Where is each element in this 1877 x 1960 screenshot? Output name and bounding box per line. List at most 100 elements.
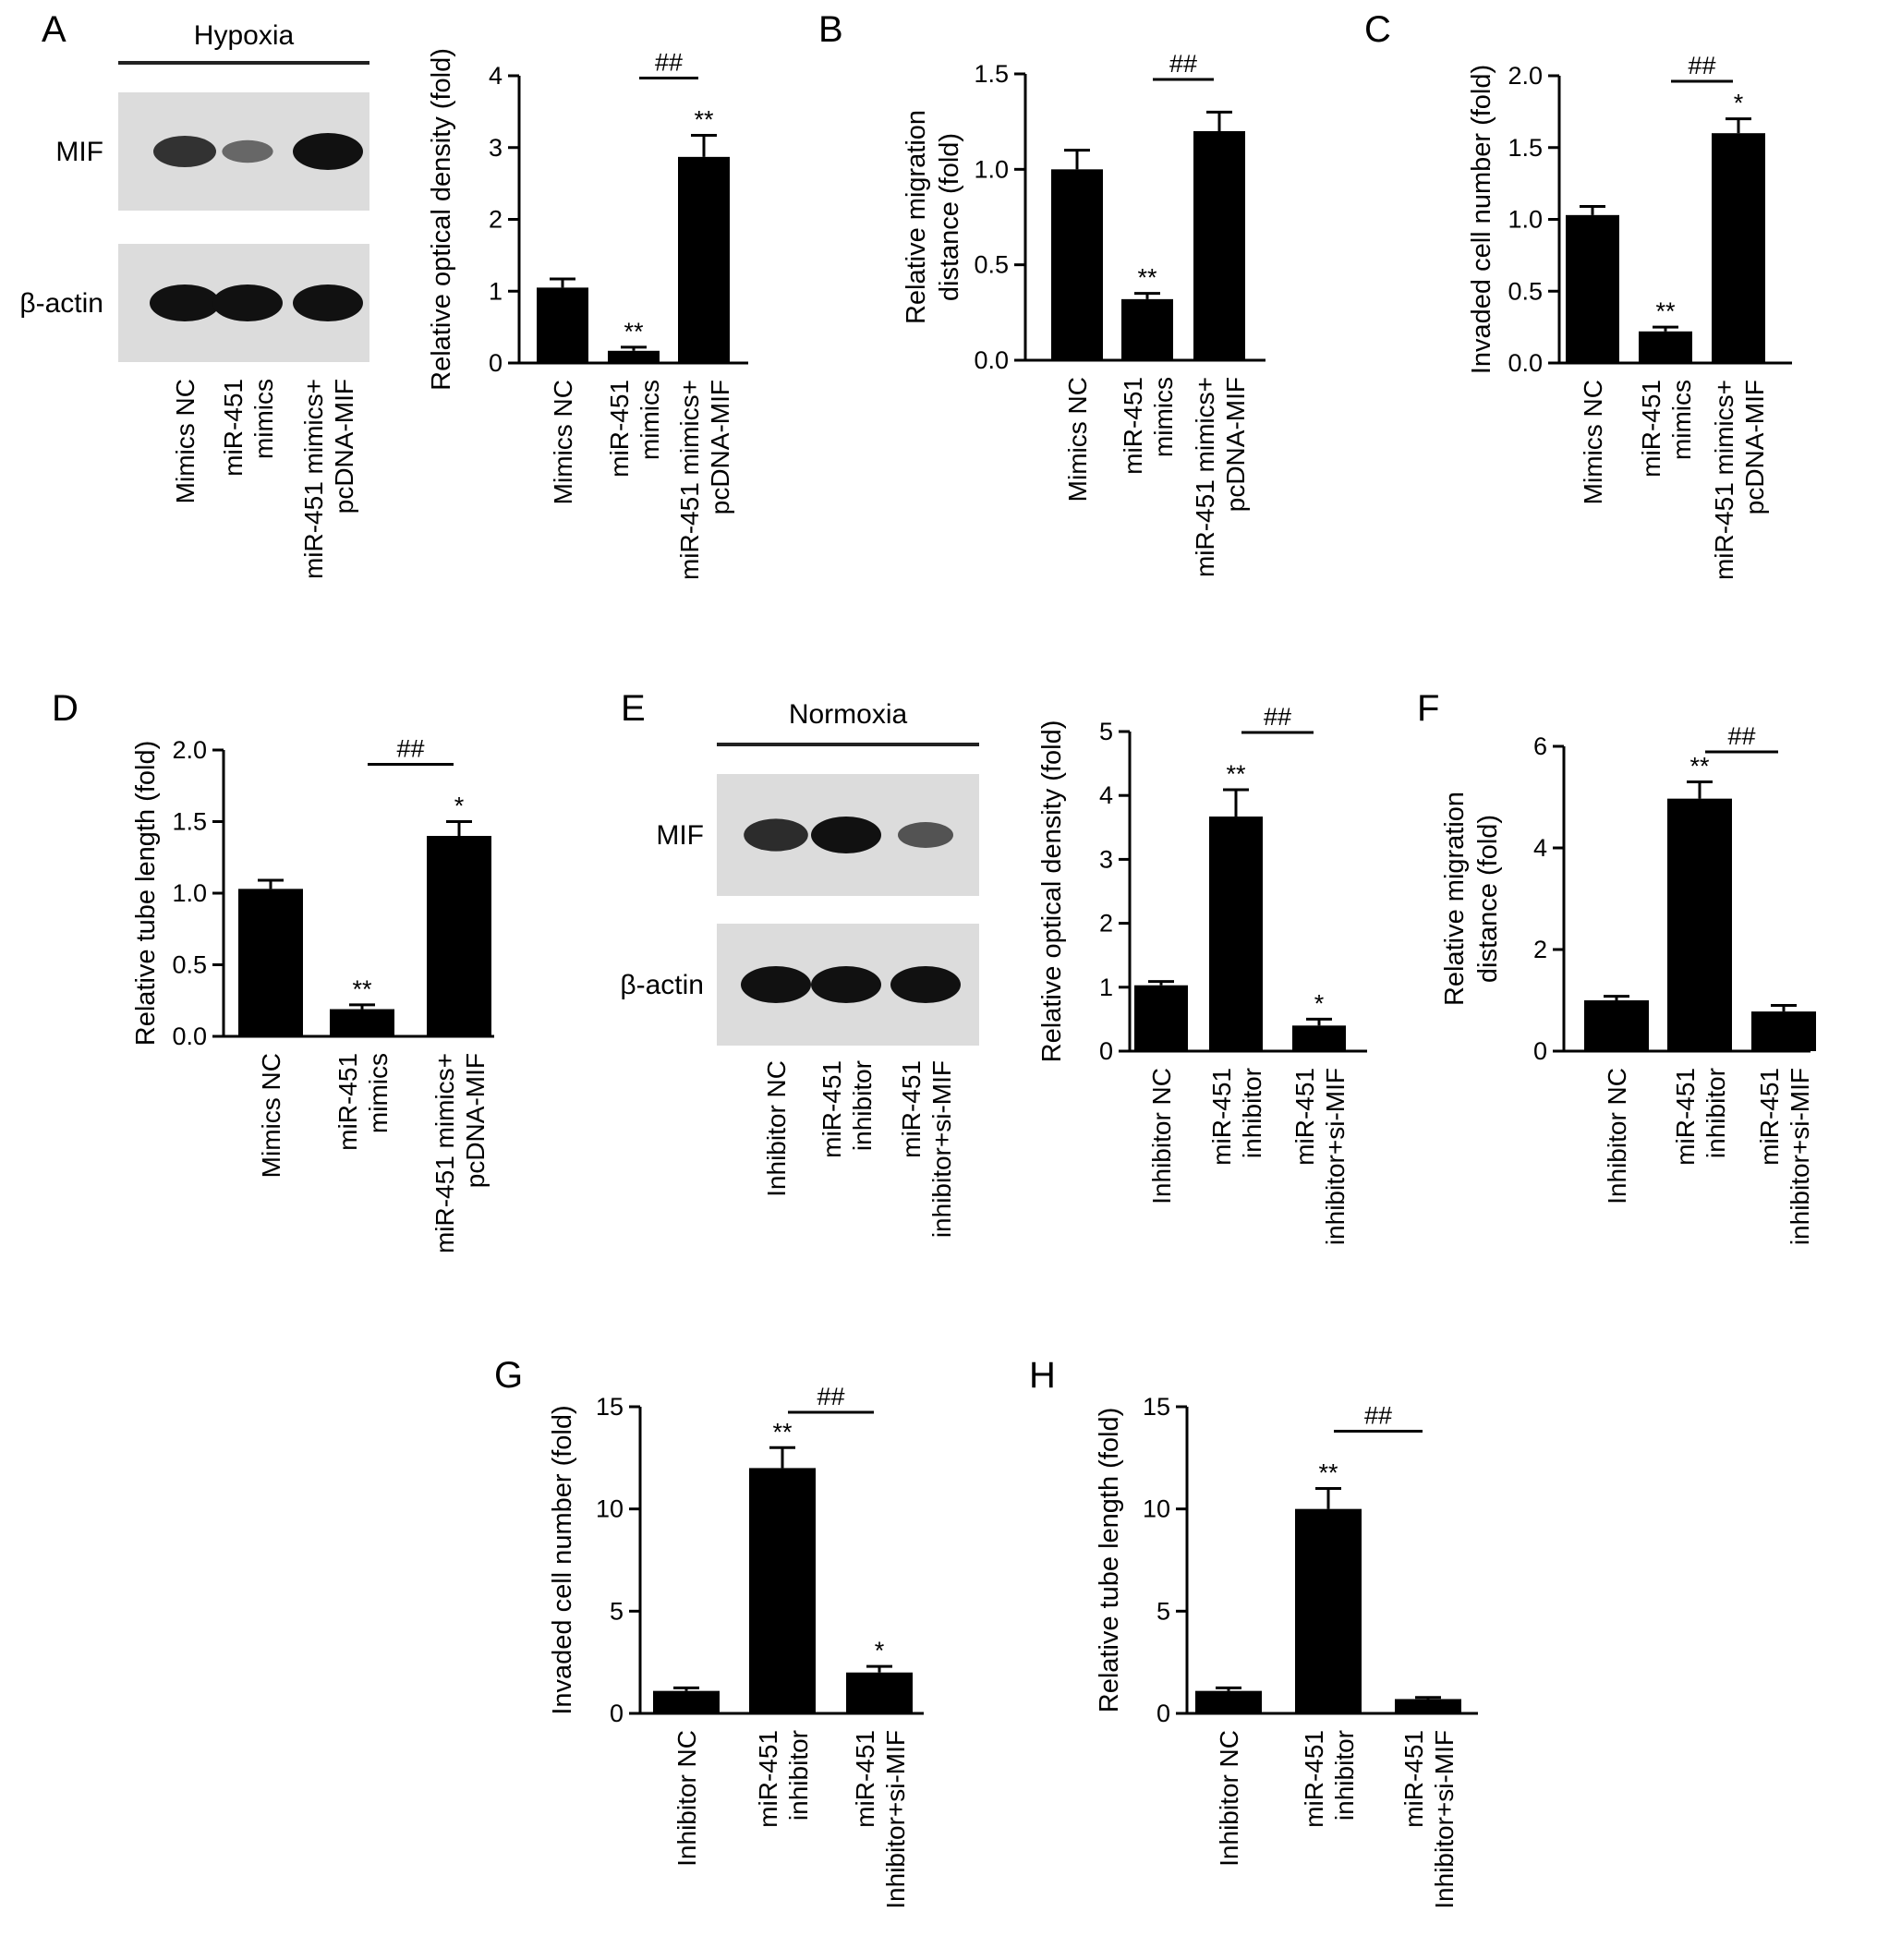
y-axis-label: Relative migration distance (fold): [902, 110, 964, 324]
bar: [1667, 798, 1732, 1051]
y-tick-label: 0: [610, 1700, 624, 1727]
bar: [1639, 331, 1692, 363]
bar: [1292, 1025, 1346, 1051]
y-tick-label: 1.5: [1508, 134, 1543, 162]
category-label-line: Inhibitor NC: [1147, 1068, 1176, 1204]
category-label: miR-451inhibitor: [1671, 1068, 1730, 1166]
significance-mark: **: [772, 1418, 793, 1446]
bar: [1751, 1011, 1816, 1051]
significance-mark: *: [1734, 90, 1744, 117]
blot-band: [293, 133, 363, 170]
blot-band: [811, 817, 881, 853]
category-label-line: miR-451: [851, 1730, 879, 1828]
bracket-label: ##: [1364, 1402, 1392, 1430]
bracket-label: ##: [1169, 50, 1197, 78]
category-label-line: miR-451: [1637, 380, 1665, 478]
significance-mark: **: [1137, 264, 1157, 292]
significance-mark: **: [694, 106, 714, 134]
significance-mark: *: [1314, 989, 1325, 1017]
category-label-line: mimics: [364, 1053, 393, 1133]
blot-lane-label-line: miR-451 mimics+: [299, 379, 328, 579]
blot-lane-label-line: miR-451: [897, 1060, 926, 1158]
blot-row-label: β-actin: [19, 288, 103, 319]
category-label: miR-451inhibitor: [1207, 1068, 1266, 1166]
y-tick-label: 1.0: [974, 155, 1009, 183]
blot-condition-title: Normoxia: [789, 699, 908, 730]
y-tick-label: 10: [1143, 1495, 1170, 1523]
category-label: Inhibitor NC: [672, 1730, 701, 1867]
category-label: miR-451 mimics+pcDNA-MIF: [1710, 380, 1769, 580]
y-axis-label-line: Relative tube length (fold): [1095, 1408, 1124, 1712]
category-label-line: pcDNA-MIF: [1740, 380, 1769, 514]
category-label-line: pcDNA-MIF: [706, 380, 734, 514]
category-label-line: miR-451 mimics+: [1191, 377, 1219, 577]
y-tick-label: 1.0: [1508, 206, 1543, 234]
category-label: Mimics NC: [1579, 380, 1607, 504]
panel-label-f: F: [1417, 688, 1439, 729]
category-label-line: miR-451: [1399, 1730, 1428, 1828]
category-label-line: inhibitor: [1238, 1068, 1266, 1158]
chart-a: 0 1 2 3 4 Relative optical density (fold) Mimi…: [427, 48, 748, 580]
bar: [1193, 131, 1245, 360]
category-label-line: miR-451 mimics+: [1710, 380, 1738, 580]
y-tick-label: 1.5: [172, 808, 207, 836]
blot-lane-label: Inhibitor NC: [762, 1060, 791, 1197]
category-label: miR-451Inhibitor+si-MIF: [1399, 1730, 1459, 1909]
y-axis-label-line: Relative migration: [902, 110, 931, 324]
blot-lane-label-line: miR-451: [817, 1060, 846, 1158]
y-tick-label: 15: [596, 1393, 624, 1421]
category-label-line: mimics: [1667, 380, 1696, 460]
category-label-line: mimics: [1149, 377, 1178, 457]
blot-lane-label: miR-451 mimics+pcDNA-MIF: [299, 379, 358, 579]
chart-d: 0.0 0.5 1.0 1.5 2.0 Relative tube length (fol…: [131, 735, 494, 1253]
y-tick-label: 3: [1099, 845, 1113, 873]
y-tick-label: 4: [489, 62, 503, 90]
significance-mark: **: [1689, 753, 1710, 780]
y-tick-label: 1: [1099, 974, 1113, 1001]
category-label-line: Mimics NC: [257, 1053, 285, 1178]
significance-mark: *: [454, 792, 465, 820]
y-axis-label-line: Relative migration: [1440, 792, 1470, 1006]
category-label-line: Mimics NC: [1579, 380, 1607, 504]
panel-label-b: B: [818, 9, 843, 50]
blot-band: [744, 818, 808, 852]
y-tick-label: 2.0: [1508, 62, 1543, 90]
y-tick-label: 6: [1533, 732, 1547, 760]
category-label: Inhibitor NC: [1215, 1730, 1243, 1867]
y-tick-label: 2.0: [172, 736, 207, 764]
category-label: miR-451mimics: [1637, 380, 1696, 478]
blot-band: [293, 284, 363, 321]
category-label-line: inhibitor: [1330, 1730, 1359, 1821]
y-axis-label: Invaded cell number (fold): [548, 1405, 577, 1714]
blot-lane-label: miR-451inhibitor+si-MIF: [897, 1060, 956, 1238]
y-tick-label: 2: [489, 206, 503, 234]
category-label-line: inhibitor: [1701, 1068, 1730, 1158]
category-label: Inhibitor NC: [1603, 1068, 1631, 1204]
blot-band: [222, 139, 273, 163]
y-tick-label: 1: [489, 277, 503, 305]
blot-lane-label-line: Mimics NC: [171, 379, 200, 503]
blot-lane-label: miR-451inhibitor: [817, 1060, 877, 1158]
category-label: miR-451mimics: [605, 380, 664, 478]
y-tick-label: 4: [1099, 781, 1113, 809]
panel-label-e: E: [621, 688, 646, 729]
category-label-line: miR-451 mimics+: [430, 1053, 459, 1253]
bar: [678, 156, 730, 363]
significance-mark: **: [1318, 1459, 1338, 1487]
y-tick-label: 0.0: [1508, 349, 1543, 377]
category-label-line: Mimics NC: [1063, 377, 1092, 502]
y-tick-label: 0: [489, 349, 503, 377]
blot-row-label: MIF: [55, 137, 103, 167]
category-label-line: Inhibitor NC: [672, 1730, 701, 1867]
category-label-line: Inhibitor NC: [1603, 1068, 1631, 1204]
bar: [238, 889, 303, 1036]
bar: [1051, 169, 1103, 360]
blot-band: [898, 822, 953, 848]
bracket-label: ##: [817, 1383, 844, 1410]
bar: [427, 836, 491, 1036]
blot-band: [212, 284, 283, 321]
bar: [1584, 1000, 1649, 1051]
category-label: miR-451Inhibitor+si-MIF: [851, 1730, 910, 1909]
panel-label-h: H: [1029, 1355, 1056, 1396]
